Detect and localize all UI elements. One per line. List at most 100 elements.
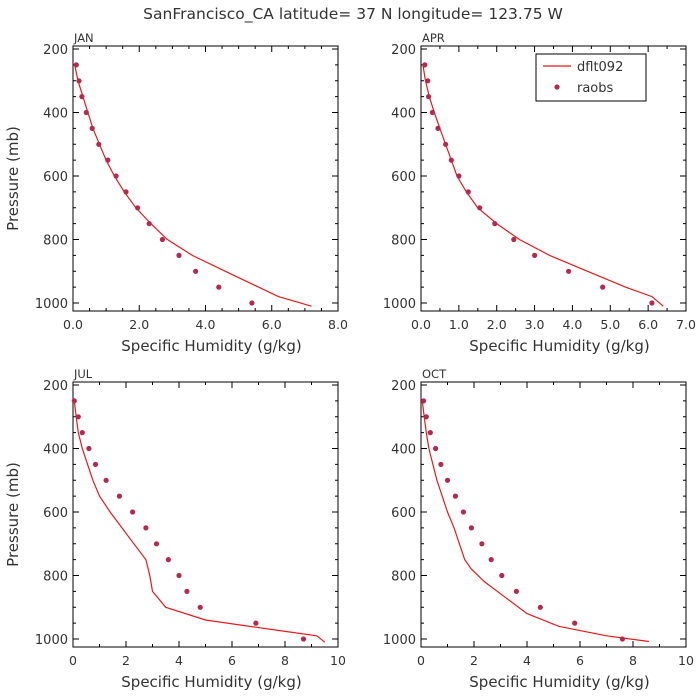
x-tick-label: 10 <box>678 653 694 668</box>
legend-box <box>535 53 647 102</box>
y-tick-label: 400 <box>43 443 68 458</box>
y-tick-label: 800 <box>391 234 416 249</box>
obs-point <box>566 268 572 274</box>
y-tick-label: 800 <box>391 570 416 585</box>
obs-point <box>143 525 149 531</box>
obs-point <box>75 414 81 420</box>
obs-point <box>537 604 543 610</box>
x-tick-label: 4 <box>175 653 183 668</box>
obs-point <box>452 493 458 499</box>
x-tick-label: 2 <box>122 653 130 668</box>
obs-point <box>123 189 129 195</box>
obs-point <box>429 109 435 116</box>
obs-point <box>79 94 85 100</box>
x-tick-label: 2 <box>470 653 478 668</box>
obs-point <box>427 430 433 436</box>
plot-frame <box>72 381 339 648</box>
y-tick-label: 600 <box>391 506 416 521</box>
obs-point <box>153 541 160 547</box>
obs-point <box>197 604 203 610</box>
obs-point <box>460 509 466 515</box>
y-axis-label: Pressure (mb) <box>4 462 22 567</box>
obs-point <box>176 572 182 579</box>
obs-point <box>135 205 141 211</box>
obs-point <box>193 268 199 274</box>
obs-point <box>488 557 494 563</box>
x-tick-label: 10 <box>330 653 346 668</box>
obs-point <box>426 94 432 100</box>
obs-point <box>249 300 255 306</box>
obs-point <box>300 636 307 642</box>
x-tick-label: 6.0 <box>638 317 658 332</box>
x-tick-label: 2.0 <box>487 317 507 332</box>
obs-point <box>146 221 152 227</box>
x-tick-label: 6 <box>576 653 584 668</box>
obs-point <box>649 300 655 306</box>
x-tick-label: 0.0 <box>63 317 83 332</box>
legend-label-model: dflt092 <box>577 60 623 75</box>
obs-point <box>443 141 449 147</box>
y-tick-label: 1000 <box>383 633 416 648</box>
y-axis-label: Pressure (mb) <box>4 126 22 231</box>
figure-title: SanFrancisco_CA latitude= 37 N longitude… <box>143 5 563 24</box>
obs-point <box>103 477 109 483</box>
obs-point <box>456 173 462 179</box>
obs-point <box>253 620 259 626</box>
obs-point <box>96 141 102 147</box>
y-tick-label: 1000 <box>35 297 68 312</box>
plot-frame <box>72 45 339 312</box>
obs-point <box>479 541 485 547</box>
series-line-dflt092 <box>421 400 649 643</box>
obs-point <box>465 189 471 195</box>
y-tick-label: 600 <box>43 506 68 521</box>
obs-point <box>83 109 89 116</box>
x-tick-label: 4.0 <box>562 317 582 332</box>
obs-point <box>89 125 95 131</box>
obs-point <box>619 636 626 642</box>
obs-point <box>572 620 578 626</box>
x-tick-label: 5.0 <box>600 317 620 332</box>
obs-point <box>600 284 606 290</box>
obs-point <box>165 557 171 563</box>
obs-point <box>511 236 517 243</box>
y-tick-label: 1000 <box>383 297 416 312</box>
legend-point-swatch <box>554 84 560 90</box>
obs-point <box>176 252 182 258</box>
x-tick-label: 0 <box>417 653 425 668</box>
obs-point <box>435 125 441 131</box>
y-tick-label: 200 <box>391 43 416 58</box>
obs-point <box>92 461 99 467</box>
x-tick-label: 4 <box>523 653 531 668</box>
y-tick-label: 200 <box>43 379 68 394</box>
y-tick-label: 800 <box>43 570 68 585</box>
panel-apr: APR 200 400 600 800 1000 0.0 1.0 2.0 3.0 4.0 5.0 6.0… <box>383 31 696 355</box>
x-axis-label: Specific Humidity (g/kg) <box>469 673 649 691</box>
panel-label: JAN <box>73 31 94 45</box>
legend-label-obs: raobs <box>577 81 614 96</box>
obs-point <box>86 445 92 452</box>
obs-point <box>73 62 79 68</box>
obs-point <box>184 588 190 595</box>
x-tick-label: 0 <box>69 653 77 668</box>
x-tick-label: 8 <box>281 653 289 668</box>
obs-point <box>116 493 122 499</box>
panel-label: APR <box>422 31 445 45</box>
x-tick-label: 3.0 <box>525 317 545 332</box>
y-tick-label: 400 <box>391 443 416 458</box>
y-tick-label: 800 <box>43 234 68 249</box>
y-tick-label: 1000 <box>35 633 68 648</box>
panel-label: JUL <box>73 367 93 381</box>
panel-label: OCT <box>422 367 447 381</box>
obs-point <box>71 398 77 404</box>
x-tick-label: 1.0 <box>449 317 469 332</box>
x-tick-label: 6 <box>228 653 236 668</box>
x-tick-label: 7.0 <box>676 317 696 332</box>
y-tick-label: 400 <box>391 107 416 122</box>
obs-point <box>532 252 538 258</box>
obs-point <box>425 78 431 84</box>
obs-point <box>76 78 82 84</box>
